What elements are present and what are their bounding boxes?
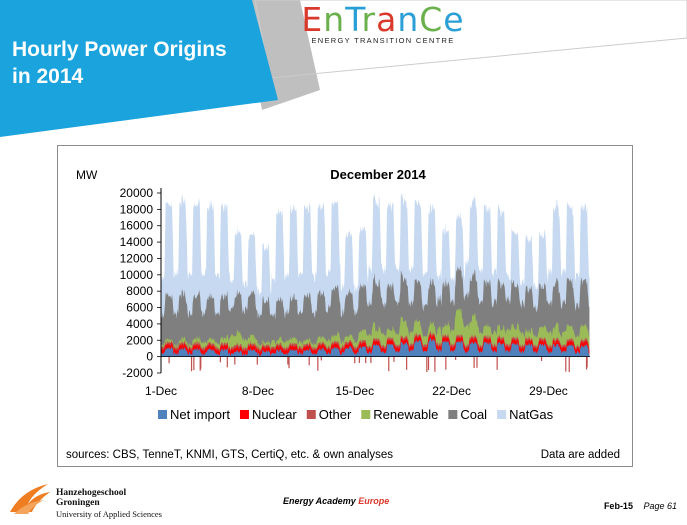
logo-letter: r <box>361 0 377 39</box>
x-tick-label: 22-Dec <box>432 384 471 398</box>
legend-swatch-natgas <box>497 410 507 419</box>
x-tick-label: 29-Dec <box>529 384 568 398</box>
legend-swatch-nuclear <box>239 410 249 419</box>
y-tick-label: 6000 <box>126 301 153 315</box>
slide-title: Hourly Power Origins in 2014 <box>12 36 252 90</box>
footer-center-suffix: Europe <box>358 496 390 506</box>
y-tick-label: 8000 <box>126 284 153 298</box>
legend-label-natgas: NatGas <box>509 407 554 422</box>
hanze-logo: Hanzehogeschool Groningen University of … <box>6 480 176 520</box>
entrance-logo: EnTranCe ENERGY TRANSITION CENTRE <box>298 2 468 50</box>
y-tick-label: 4000 <box>126 317 153 331</box>
legend-label-nuclear: Nuclear <box>252 407 297 422</box>
y-tick-label: 20000 <box>120 186 154 200</box>
y-tick-label: 2000 <box>126 333 153 347</box>
logo-letter: T <box>345 0 362 39</box>
institution-name: Hanzehogeschool Groningen <box>56 488 127 508</box>
chart-title: December 2014 <box>330 167 426 182</box>
logo-wordmark: EnTranCe <box>298 2 468 38</box>
logo-subtitle: ENERGY TRANSITION CENTRE <box>311 36 455 45</box>
legend-label-net-import: Net import <box>170 407 230 422</box>
y-tick-label: 0 <box>146 350 153 364</box>
hanze-flame-icon <box>10 484 50 514</box>
banner-blue-shape <box>0 0 278 137</box>
page-number: Page 61 <box>643 501 677 511</box>
legend-swatch-net-import <box>158 410 167 419</box>
legend-swatch-other <box>306 410 316 419</box>
y-tick-label: 18000 <box>120 202 154 216</box>
x-tick-label: 15-Dec <box>335 384 374 398</box>
y-tick-label: 16000 <box>120 219 154 233</box>
footer-center: Energy Academy Europe <box>283 496 389 506</box>
sources-note: sources: CBS, TenneT, KNMI, GTS, CertiQ,… <box>66 449 394 461</box>
slide-title-line1: Hourly Power Origins <box>12 38 227 61</box>
legend-label-other: Other <box>319 407 352 422</box>
data-added-note: Data are added <box>540 449 620 461</box>
legend-label-coal: Coal <box>460 407 487 422</box>
logo-letter: a <box>376 0 398 39</box>
series-area-net-import <box>161 337 590 357</box>
y-axis-label: MW <box>76 168 98 182</box>
footer-right: Feb-15 Page 61 <box>604 501 677 511</box>
x-tick-label: 8-Dec <box>242 384 274 398</box>
y-tick-label: 14000 <box>120 235 154 249</box>
logo-letter: e <box>443 0 465 39</box>
slide-title-line2: in 2014 <box>12 65 84 88</box>
legend-swatch-renewable <box>361 410 371 419</box>
logo-letter: C <box>419 0 444 39</box>
legend-swatch-coal <box>448 410 458 419</box>
x-tick-label: 1-Dec <box>145 384 177 398</box>
logo-letter: n <box>397 0 420 39</box>
chart-frame: December 2014 MW 20000 18000 16000 14000 12000… <box>57 145 633 467</box>
y-tick-label: 12000 <box>120 251 154 265</box>
footer-date: Feb-15 <box>603 501 633 511</box>
footer-center-prefix: Energy Academy <box>283 496 356 506</box>
logo-letter: E <box>301 0 324 39</box>
institution-subtitle: University of Applied Sciences <box>56 509 162 519</box>
logo-letter: n <box>323 0 346 39</box>
power-origins-chart: December 2014MW2000018000160001400012000… <box>76 167 590 422</box>
legend-label-renewable: Renewable <box>373 407 438 422</box>
y-tick-label: -2000 <box>122 366 153 380</box>
title-banner <box>0 0 687 137</box>
y-tick-label: 10000 <box>120 268 154 282</box>
